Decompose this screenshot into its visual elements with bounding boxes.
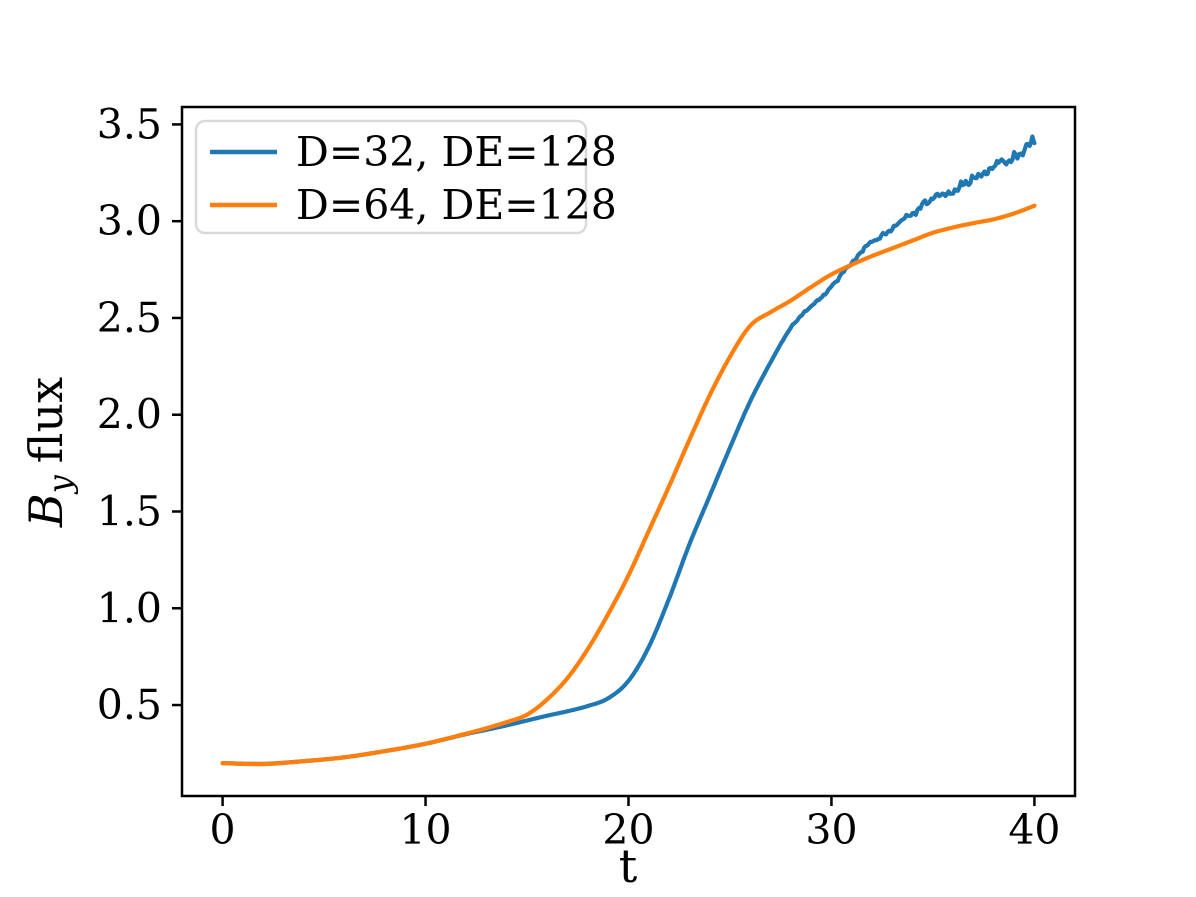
- y-axis-label: By flux: [19, 377, 79, 528]
- y-tick-label: 3.0: [97, 197, 162, 245]
- y-axis-label-subscript: y: [41, 474, 79, 495]
- series-layer: [220, 134, 1037, 767]
- legend: D=32, DE=128 D=64, DE=128: [194, 119, 617, 235]
- x-axis: 0 10 20 30 40: [210, 796, 1060, 854]
- y-tick-label: 1.5: [97, 487, 162, 535]
- series-line-d64: [220, 203, 1037, 767]
- y-axis: 0.5 1.0 1.5 2.0 2.5 3.0 3.5: [97, 100, 182, 729]
- legend-box: [194, 119, 588, 235]
- x-tick-label: 20: [602, 806, 654, 854]
- x-tick-label: 10: [399, 806, 451, 854]
- legend-label-d64: D=64, DE=128: [296, 181, 617, 229]
- y-tick-label: 3.5: [97, 100, 162, 148]
- x-tick-label: 40: [1008, 806, 1060, 854]
- y-axis-label-rest: flux: [19, 377, 73, 463]
- y-tick-label: 2.0: [97, 391, 162, 439]
- y-axis-label-variable: B: [19, 493, 73, 528]
- x-tick-label: 0: [210, 806, 236, 854]
- y-tick-label: 2.5: [97, 294, 162, 342]
- y-tick-label: 0.5: [97, 681, 162, 729]
- x-tick-label: 30: [805, 806, 857, 854]
- y-tick-label: 1.0: [97, 584, 162, 632]
- legend-label-d32: D=32, DE=128: [296, 128, 617, 176]
- x-axis-label: t: [619, 839, 638, 893]
